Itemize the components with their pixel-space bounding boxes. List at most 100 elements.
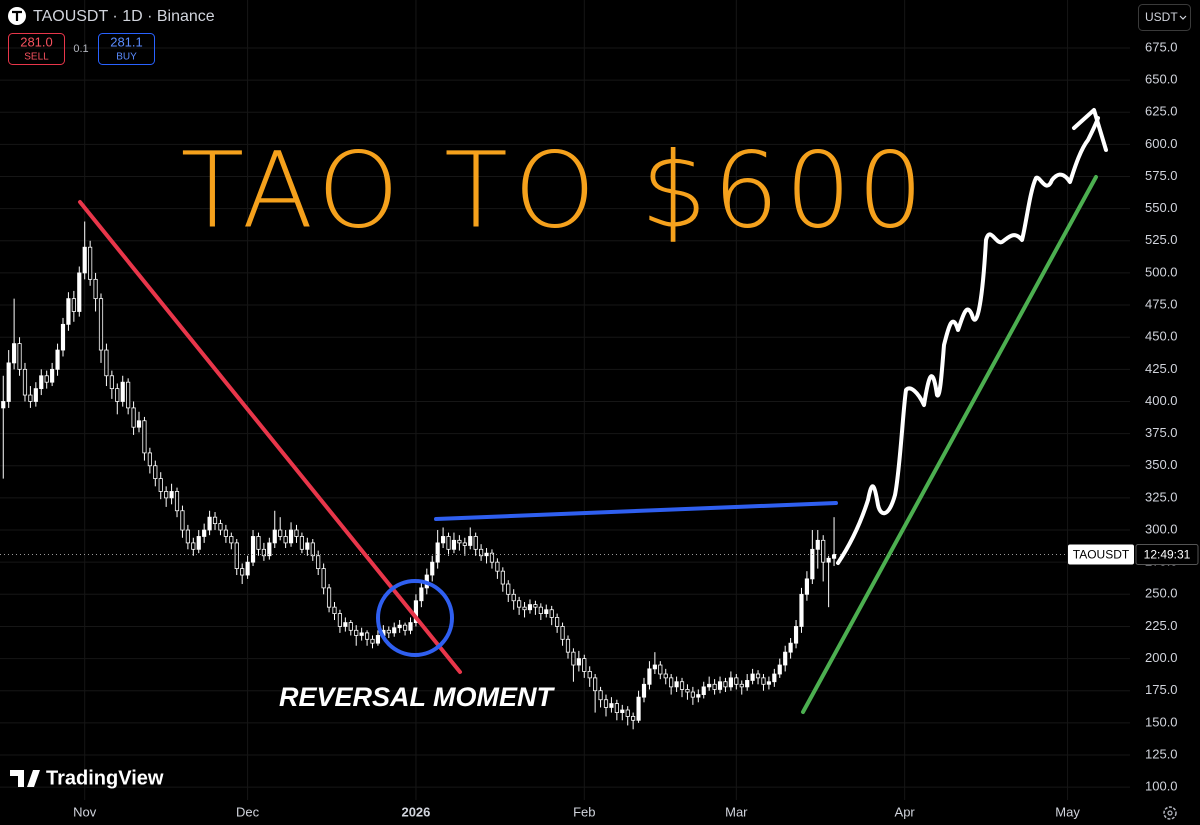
candle-body (142, 420, 147, 454)
candle-body (310, 542, 315, 557)
candle-body (299, 536, 304, 550)
candle-body (66, 298, 71, 325)
candle-body (707, 683, 712, 688)
candle-body (489, 552, 495, 563)
candle-body (397, 624, 402, 629)
y-tick-label: 150.0 (1145, 714, 1178, 729)
brand-logo (10, 770, 40, 787)
sell-price[interactable]: 281.0 (20, 34, 53, 49)
brand-name: TradingView (46, 767, 164, 789)
y-tick-label: 425.0 (1145, 361, 1178, 376)
candle-body (484, 552, 489, 557)
settings-gear-hub[interactable] (1167, 810, 1173, 816)
candle-body (641, 683, 647, 698)
buy-button[interactable]: 281.1 BUY (98, 33, 155, 65)
x-tick-label: Dec (236, 804, 260, 819)
brand: TradingView (10, 767, 164, 789)
candle-body (191, 542, 196, 550)
x-tick-label: May (1055, 804, 1080, 819)
candle-body (620, 709, 625, 713)
currency-box[interactable] (1138, 4, 1191, 31)
candle-body (430, 561, 435, 576)
candle-body (283, 536, 288, 544)
candle-body (364, 632, 370, 640)
buy-label[interactable]: BUY (116, 52, 137, 63)
candle-body (294, 529, 299, 537)
candle-body (435, 542, 440, 563)
y-tick-label: 625.0 (1145, 104, 1178, 119)
reversal-circle (376, 579, 454, 657)
candle-body (88, 246, 93, 280)
y-tick-label: 225.0 (1145, 618, 1178, 633)
candle-body (39, 375, 44, 390)
candle-body (147, 452, 152, 467)
candle-body (196, 536, 201, 550)
currency-selector[interactable]: USDT (1138, 4, 1191, 31)
candle-body (359, 632, 364, 636)
candle-body (234, 542, 239, 570)
candle-body (28, 394, 33, 402)
candle-body (728, 677, 733, 688)
candle-body (793, 626, 799, 644)
candle-body (261, 548, 266, 557)
candle-body (419, 587, 424, 602)
candle-body (457, 539, 462, 544)
candle-body (136, 420, 142, 428)
candle-body (685, 689, 690, 693)
candle-body (158, 478, 163, 492)
chevron[interactable] (1179, 15, 1187, 20)
candle-body (375, 635, 381, 644)
y-tick-label: 100.0 (1145, 779, 1178, 794)
candle-body (240, 568, 245, 576)
sell-button[interactable]: 281.0 SELL (8, 33, 65, 65)
buy-box[interactable] (98, 33, 155, 65)
candle-body (473, 536, 478, 550)
candle-body (712, 683, 717, 690)
buy-price[interactable]: 281.1 (110, 34, 143, 49)
candle-body (495, 561, 500, 572)
candle-body (392, 627, 397, 634)
candle-body (22, 368, 28, 396)
caption: REVERSAL MOMENT (279, 682, 556, 712)
candle-body (229, 536, 234, 544)
candle-body (462, 542, 467, 546)
y-tick-label: 675.0 (1145, 39, 1178, 54)
candle-body (799, 593, 804, 627)
y-tick-label: 125.0 (1145, 746, 1178, 761)
candle-body (479, 548, 484, 557)
candle-body (560, 626, 565, 640)
sell-box[interactable] (8, 33, 65, 65)
currency[interactable]: USDT (1145, 10, 1178, 24)
y-tick-label: 350.0 (1145, 457, 1178, 472)
candle-body (522, 606, 527, 611)
candle-body (370, 638, 375, 644)
candle-body (245, 561, 250, 576)
x-tick-label: Mar (725, 804, 748, 819)
candle-body (674, 681, 679, 688)
candle-body (831, 554, 837, 559)
candle-body (565, 638, 571, 653)
candles (1, 221, 837, 730)
candle-body (441, 536, 446, 544)
candle-body (305, 542, 310, 550)
candle-body (517, 600, 522, 608)
candle-body (696, 694, 701, 698)
candle-body (77, 272, 82, 312)
settings-button[interactable] (1163, 806, 1177, 820)
y-tick-label: 475.0 (1145, 296, 1178, 311)
price-label: TAOUSDT 12:49:31 (1068, 543, 1199, 565)
candle-body (354, 629, 359, 636)
candle-body (598, 690, 603, 701)
y-tick-label: 175.0 (1145, 682, 1178, 697)
candle-body (500, 570, 505, 585)
candle-body (212, 516, 218, 525)
candle-body (185, 529, 190, 544)
candle-body (582, 658, 587, 672)
candle-body (636, 696, 641, 721)
settings-gear[interactable] (1163, 806, 1177, 820)
support-line (801, 175, 1098, 714)
x-tick-label: 2026 (401, 804, 430, 819)
candle-body (218, 523, 223, 531)
candle-body (821, 539, 826, 563)
sell-label[interactable]: SELL (24, 52, 49, 63)
